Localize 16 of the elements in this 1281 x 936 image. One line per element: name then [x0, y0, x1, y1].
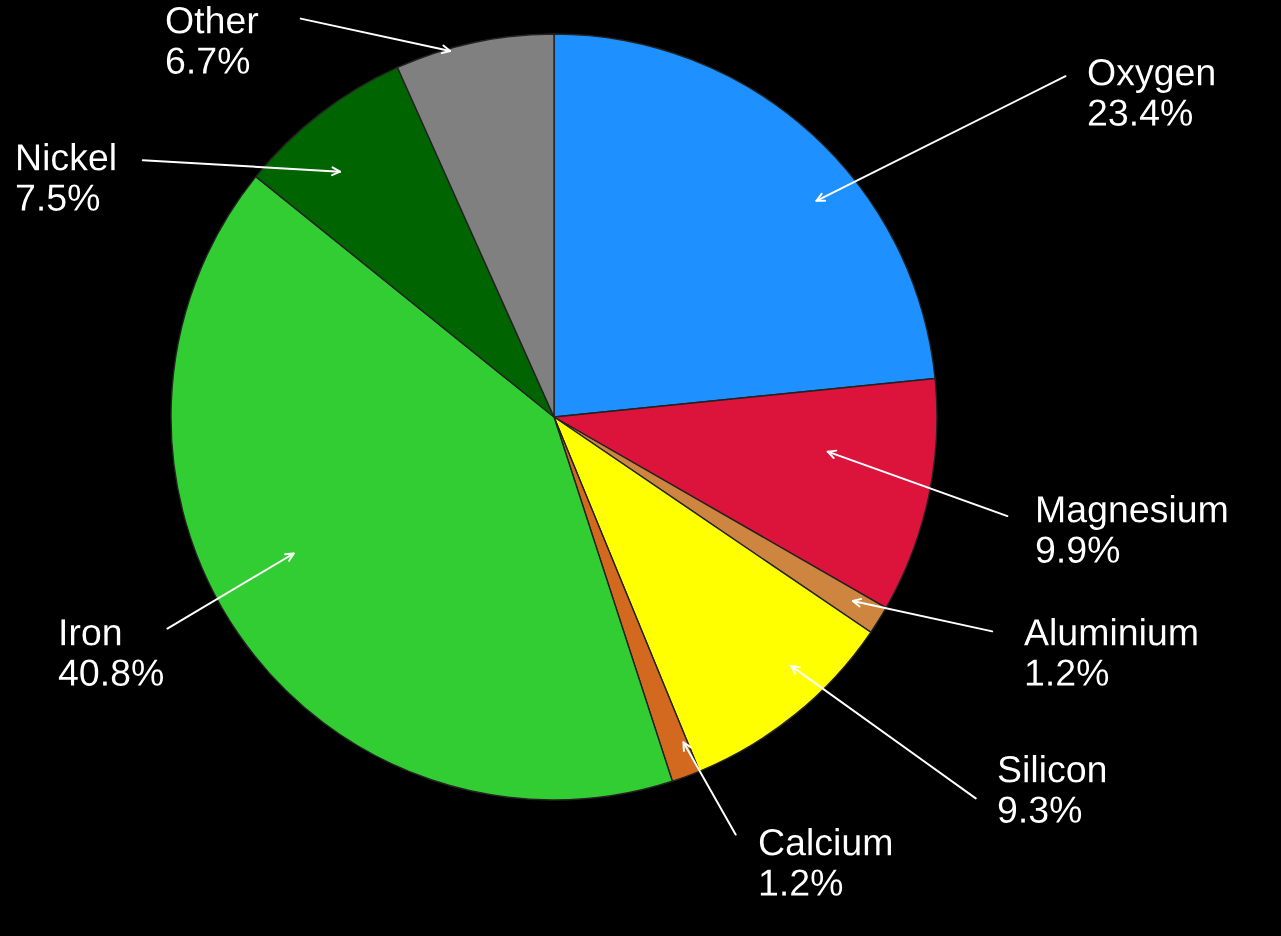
data-label: 40.8% — [58, 659, 163, 686]
slice-label: Iron — [61, 619, 121, 646]
slice-label: Oxygen — [1088, 58, 1214, 93]
slice-label: Silicon — [998, 755, 1106, 783]
data-label: 1.2% — [1026, 659, 1109, 686]
slice-label: Nickel — [18, 143, 115, 171]
slice-label: Calcium — [759, 828, 891, 856]
data-label: 6.7% — [166, 47, 250, 74]
data-label: 9.9% — [1036, 536, 1120, 563]
data-label: 1.2% — [760, 869, 843, 896]
slice-label: Aluminium — [1024, 618, 1197, 646]
slice-label: Other — [166, 6, 259, 34]
data-label: 23.4% — [1088, 99, 1192, 126]
data-label: 7.5% — [16, 184, 100, 211]
slice-label: Magnesium — [1038, 495, 1227, 530]
data-label: 9.3% — [998, 796, 1082, 823]
